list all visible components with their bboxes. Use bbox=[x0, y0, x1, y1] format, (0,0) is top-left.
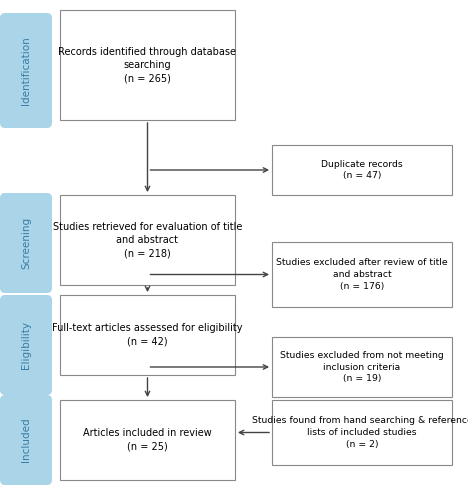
Text: Eligibility: Eligibility bbox=[21, 321, 31, 369]
Text: Studies excluded after review of title
and abstract
(n = 176): Studies excluded after review of title a… bbox=[276, 258, 448, 291]
Bar bbox=[60, 195, 235, 285]
Text: Studies excluded from not meeting
inclusion criteria
(n = 19): Studies excluded from not meeting inclus… bbox=[280, 350, 444, 384]
Text: Full-text articles assessed for eligibility
(n = 42): Full-text articles assessed for eligibil… bbox=[52, 324, 243, 346]
Bar bbox=[272, 242, 452, 307]
FancyBboxPatch shape bbox=[0, 193, 52, 293]
Bar bbox=[60, 295, 235, 375]
Text: Identification: Identification bbox=[21, 36, 31, 105]
Bar bbox=[60, 10, 235, 120]
FancyBboxPatch shape bbox=[0, 13, 52, 128]
Text: Studies found from hand searching & reference
lists of included studies
(n = 2): Studies found from hand searching & refe… bbox=[252, 416, 468, 449]
Bar bbox=[60, 400, 235, 480]
Bar bbox=[272, 337, 452, 397]
Text: Articles included in review
(n = 25): Articles included in review (n = 25) bbox=[83, 428, 212, 452]
Bar bbox=[272, 400, 452, 465]
FancyBboxPatch shape bbox=[0, 395, 52, 485]
Text: Duplicate records
(n = 47): Duplicate records (n = 47) bbox=[321, 160, 403, 180]
Text: Included: Included bbox=[21, 418, 31, 463]
Bar bbox=[272, 145, 452, 195]
Text: Records identified through database
searching
(n = 265): Records identified through database sear… bbox=[58, 47, 236, 83]
Text: Screening: Screening bbox=[21, 217, 31, 269]
Text: Studies retrieved for evaluation of title
and abstract
(n = 218): Studies retrieved for evaluation of titl… bbox=[53, 222, 242, 258]
FancyBboxPatch shape bbox=[0, 295, 52, 395]
